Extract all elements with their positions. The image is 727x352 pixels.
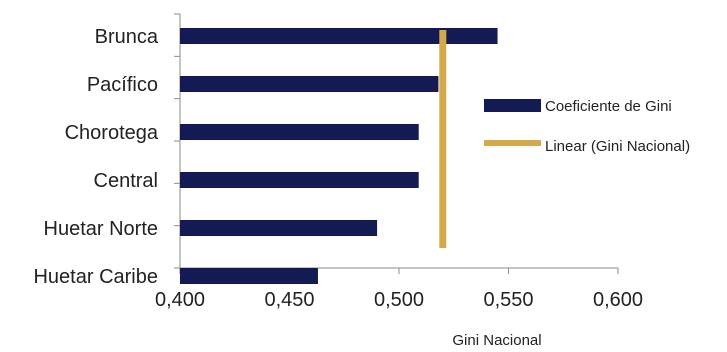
x-tick-label: 0,550 bbox=[483, 289, 533, 311]
bar bbox=[180, 76, 439, 92]
legend-label-reference: Linear (Gini Nacional) bbox=[545, 138, 690, 155]
x-tick-label: 0,600 bbox=[593, 289, 643, 311]
category-labels: Brunca Pacífico Chorotega Central Huetar Nor… bbox=[33, 26, 158, 288]
x-tick-label: 0,450 bbox=[264, 289, 314, 311]
category-label: Huetar Caribe bbox=[33, 266, 158, 288]
x-axis-label: Gini Nacional bbox=[452, 332, 541, 349]
legend-label-gini: Coeficiente de Gini bbox=[545, 98, 672, 115]
x-tick-label: 0,500 bbox=[374, 289, 424, 311]
category-label: Brunca bbox=[95, 26, 159, 48]
x-tick-labels: 0,400 0,450 0,500 0,550 0,600 bbox=[155, 289, 643, 311]
category-label: Huetar Norte bbox=[44, 218, 159, 240]
category-label: Central bbox=[94, 170, 158, 192]
reference-line bbox=[439, 30, 447, 248]
category-label: Pacífico bbox=[87, 74, 158, 96]
category-label: Chorotega bbox=[65, 122, 159, 144]
x-tick-label: 0,400 bbox=[155, 289, 205, 311]
bars bbox=[180, 28, 498, 284]
bar bbox=[180, 220, 378, 236]
legend-swatch-reference bbox=[484, 140, 541, 146]
legend-swatch-gini bbox=[484, 99, 541, 112]
bar bbox=[180, 124, 419, 140]
reference-line-group bbox=[439, 30, 447, 248]
bar bbox=[180, 172, 419, 188]
bar bbox=[180, 268, 318, 284]
legend: Coeficiente de Gini Linear (Gini Naciona… bbox=[484, 98, 690, 155]
bar bbox=[180, 28, 498, 44]
